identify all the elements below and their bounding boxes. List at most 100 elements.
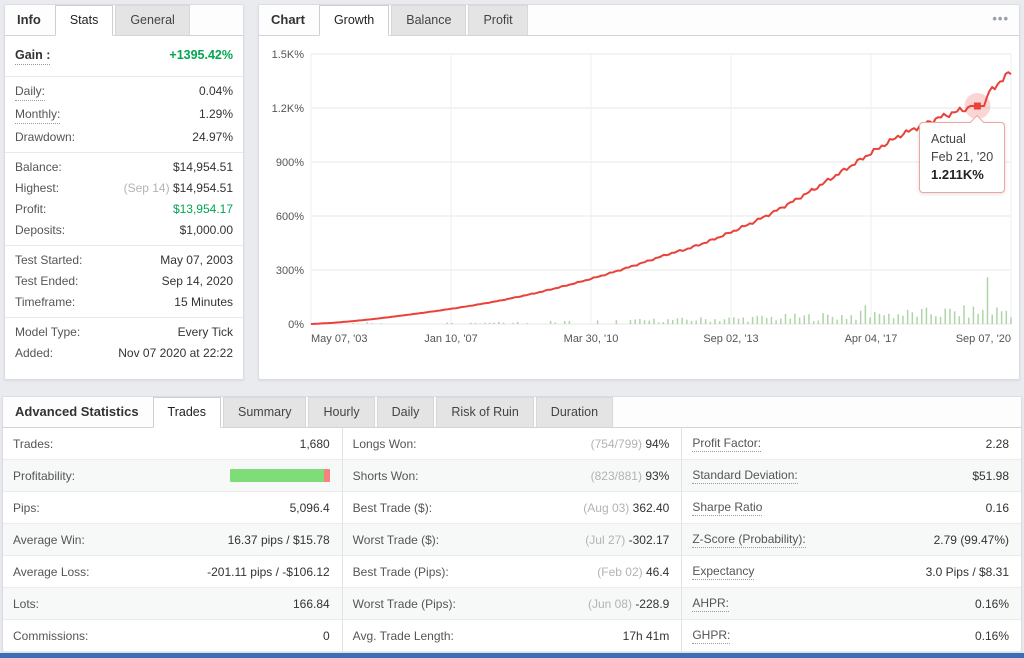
- info-value: Sep 14, 2020: [162, 274, 233, 289]
- tab-stats-hourly[interactable]: Hourly: [308, 397, 375, 427]
- tab-info-general[interactable]: General: [115, 5, 190, 35]
- info-value-text: 0.04%: [198, 84, 233, 98]
- tab-stats-trades[interactable]: Trades: [152, 397, 221, 428]
- volume-bar: [841, 315, 843, 324]
- volume-bar: [563, 321, 566, 324]
- volume-bar: [709, 321, 712, 324]
- volume-bar: [704, 319, 707, 324]
- volume-bar: [991, 314, 993, 324]
- info-label: Drawdown:: [15, 130, 76, 144]
- tooltip-series-label: Actual: [931, 132, 966, 147]
- chart-tooltip: Actual Feb 21, '20 1.211K%: [919, 114, 1006, 194]
- y-tick-label: 600%: [276, 211, 304, 223]
- volume-bar: [615, 320, 618, 324]
- stat-value: 2.28: [986, 437, 1009, 451]
- stat-value: $51.98: [972, 469, 1009, 483]
- tooltip-date: Feb 21, '20: [931, 150, 994, 165]
- info-row: Highest: (Sep 14) $14,954.51: [5, 178, 243, 199]
- volume-bar: [949, 308, 951, 324]
- stat-row: Lots: 166.84: [3, 588, 342, 620]
- ellipsis-menu-icon[interactable]: •••: [992, 11, 1009, 26]
- stats-column-1: Trades: 1,680 Profitability: Pips: 5,096.4 Av…: [3, 428, 343, 652]
- volume-bar: [371, 323, 373, 324]
- stat-label: Worst Trade ($):: [352, 532, 440, 547]
- stat-label: Shorts Won:: [352, 468, 419, 483]
- stat-label[interactable]: GHPR:: [692, 627, 731, 644]
- volume-bar: [446, 322, 448, 324]
- volume-bar: [568, 321, 571, 324]
- volume-bar: [648, 320, 651, 324]
- stat-value: 2.79 (99.47%): [934, 533, 1009, 547]
- stat-value-text: $51.98: [972, 468, 1010, 483]
- stat-row: Longs Won: (754/799) 94%: [342, 428, 682, 460]
- info-value-date: (Sep 14): [123, 181, 173, 195]
- stat-value: 17h 41m: [623, 629, 670, 643]
- stat-row: Profit Factor: 2.28: [682, 428, 1022, 460]
- tab-stats-risk-of-ruin[interactable]: Risk of Ruin: [436, 397, 534, 427]
- tab-chart-growth[interactable]: Growth: [318, 5, 390, 36]
- volume-bar: [479, 323, 481, 324]
- tab-chart-balance[interactable]: Balance: [391, 5, 467, 35]
- x-tick-label: Sep 02, '13: [703, 333, 758, 345]
- growth-chart[interactable]: 0% 300% 600% 900% 1.2K% 1.5K% May 07, '03 Jan 1…: [259, 36, 1019, 379]
- growth-chart-svg[interactable]: 0% 300% 600% 900% 1.2K% 1.5K% May 07, '03 Jan 1…: [259, 36, 1019, 379]
- stat-value: 0.16: [986, 501, 1009, 515]
- volume-bar: [953, 311, 956, 324]
- volume-bar: [916, 316, 918, 324]
- stat-value-text: 0: [322, 628, 330, 643]
- tab-stats-duration[interactable]: Duration: [535, 397, 614, 427]
- info-label[interactable]: Gain :: [15, 48, 51, 65]
- stat-label[interactable]: Sharpe Ratio: [692, 499, 763, 516]
- info-value: Every Tick: [178, 325, 233, 340]
- volume-bar: [789, 318, 791, 324]
- info-label[interactable]: Monthly:: [15, 107, 61, 124]
- volume-bar: [822, 313, 824, 324]
- volume-bar: [1005, 310, 1008, 324]
- volume-bar: [864, 305, 867, 324]
- volume-bar: [747, 321, 749, 324]
- volume-bar: [972, 306, 975, 324]
- stat-label[interactable]: Standard Deviation:: [692, 467, 798, 484]
- volume-bar: [718, 321, 721, 324]
- volume-bar: [380, 323, 383, 324]
- chart-panel-title: Chart: [271, 12, 305, 27]
- stat-value: (Feb 02) 46.4: [597, 565, 669, 579]
- info-value-text: $14,954.51: [172, 181, 233, 195]
- volume-bar: [751, 316, 754, 324]
- stat-label[interactable]: Z-Score (Probability):: [692, 531, 806, 548]
- stat-value-text: 362.40: [632, 500, 670, 515]
- stat-label: Best Trade ($):: [352, 500, 433, 515]
- volume-bar: [469, 322, 472, 324]
- volume-bar: [892, 318, 895, 324]
- volume-bar: [827, 314, 829, 324]
- volume-bar: [794, 313, 796, 324]
- stats-table: Trades: 1,680 Profitability: Pips: 5,096.4 Av…: [3, 428, 1022, 652]
- info-label[interactable]: Daily:: [15, 84, 46, 101]
- volume-bar: [869, 317, 871, 324]
- tab-stats-daily[interactable]: Daily: [376, 397, 435, 427]
- info-label: Balance:: [15, 160, 62, 174]
- volume-bar: [681, 317, 683, 324]
- stat-label[interactable]: AHPR:: [692, 595, 730, 612]
- stat-label[interactable]: Expectancy: [692, 563, 755, 580]
- stat-row: Best Trade ($): (Aug 03) 362.40: [342, 492, 682, 524]
- volume-bar: [653, 318, 655, 324]
- info-tabbar: Info Stats General: [5, 5, 243, 36]
- tab-chart-profit[interactable]: Profit: [468, 5, 528, 35]
- volume-bar: [963, 305, 965, 324]
- stat-row: Worst Trade ($): (Jul 27) -302.17: [342, 524, 682, 556]
- volume-bar: [874, 312, 876, 324]
- tab-info-stats[interactable]: Stats: [54, 5, 114, 36]
- stat-value: (Jun 08) -228.9: [588, 597, 669, 611]
- info-row: Test Started: May 07, 2003: [5, 250, 243, 271]
- y-tick-label: 1.5K%: [272, 49, 305, 61]
- stat-row: GHPR: 0.16%: [682, 620, 1022, 652]
- stat-row: Standard Deviation: $51.98: [682, 460, 1022, 492]
- tab-stats-summary[interactable]: Summary: [223, 397, 307, 427]
- stat-value: (Jul 27) -302.17: [585, 533, 669, 547]
- volume-bar: [770, 316, 773, 324]
- info-label: Highest:: [15, 181, 60, 195]
- stat-row: Expectancy 3.0 Pips / $8.31: [682, 556, 1022, 588]
- stat-label[interactable]: Profit Factor:: [692, 435, 762, 452]
- volume-bar: [798, 317, 801, 324]
